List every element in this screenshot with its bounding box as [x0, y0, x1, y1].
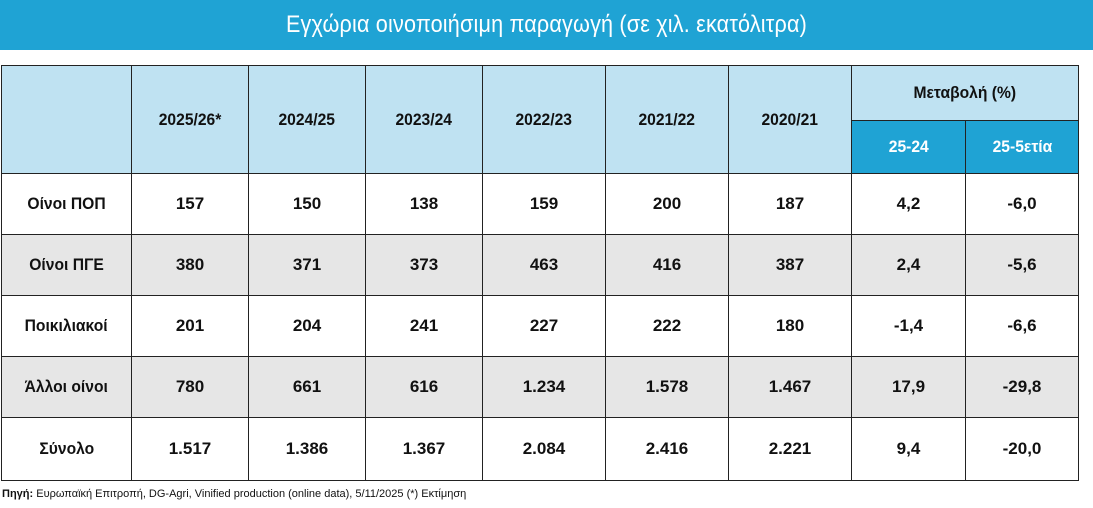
table-cell: 371: [248, 234, 366, 296]
row-label: Άλλοι οίνοι: [1, 356, 132, 418]
table-cell: 463: [482, 234, 606, 296]
table-cell: 157: [131, 173, 249, 235]
table-cell: 616: [365, 356, 483, 418]
change-cell: -29,8: [965, 356, 1079, 418]
table-cell: 416: [605, 234, 729, 296]
table-row: Οίνοι ΠΟΠ 157 150 138 159 200 187 4,2 -6…: [1, 173, 1079, 235]
table-cell: 200: [605, 173, 729, 235]
table-cell: 159: [482, 173, 606, 235]
table-cell: 1.517: [131, 417, 249, 481]
row-label: Οίνοι ΠΓΕ: [1, 234, 132, 296]
column-header: 2024/25: [248, 65, 366, 174]
change-cell: 2,4: [851, 234, 966, 296]
table-cell: 227: [482, 295, 606, 357]
table-row: Άλλοι οίνοι 780 661 616 1.234 1.578 1.46…: [1, 356, 1079, 418]
table-row: Ποικιλιακοί 201 204 241 227 222 180 -1,4…: [1, 295, 1079, 357]
table-cell: 201: [131, 295, 249, 357]
change-cell: 4,2: [851, 173, 966, 235]
change-cell: -6,0: [965, 173, 1079, 235]
column-header: 2021/22: [605, 65, 729, 174]
table-row: Σύνολο 1.517 1.386 1.367 2.084 2.416 2.2…: [1, 417, 1079, 481]
table-cell: 1.386: [248, 417, 366, 481]
table-cell: 241: [365, 295, 483, 357]
production-table: 2025/26* 2024/25 2023/24 2022/23 2021/22…: [1, 65, 1079, 481]
change-subheader: 25-24: [851, 120, 966, 174]
table-title: Εγχώρια οινοποιήσιμη παραγωγή (σε χιλ. ε…: [0, 0, 1093, 50]
table-cell: 1.234: [482, 356, 606, 418]
table-cell: 387: [728, 234, 852, 296]
table-title-text: Εγχώρια οινοποιήσιμη παραγωγή (σε χιλ. ε…: [285, 11, 808, 38]
table-cell: 204: [248, 295, 366, 357]
table-cell: 2.084: [482, 417, 606, 481]
change-cell: -5,6: [965, 234, 1079, 296]
source-note: Πηγή: Ευρωπαϊκή Επιτροπή, DG-Agri, Vinif…: [2, 488, 466, 500]
column-header: 2023/24: [365, 65, 483, 174]
change-header: Μεταβολή (%): [851, 65, 1079, 121]
table-cell: 222: [605, 295, 729, 357]
source-text: Ευρωπαϊκή Επιτροπή, DG-Agri, Vinified pr…: [33, 488, 467, 500]
change-cell: 17,9: [851, 356, 966, 418]
table-cell: 2.416: [605, 417, 729, 481]
table-cell: 138: [365, 173, 483, 235]
change-cell: 9,4: [851, 417, 966, 481]
source-label: Πηγή:: [2, 488, 34, 500]
table-cell: 180: [728, 295, 852, 357]
change-cell: -1,4: [851, 295, 966, 357]
row-label: Οίνοι ΠΟΠ: [1, 173, 132, 235]
table-cell: 661: [248, 356, 366, 418]
table-cell: 380: [131, 234, 249, 296]
table-row: Οίνοι ΠΓΕ 380 371 373 463 416 387 2,4 -5…: [1, 234, 1079, 296]
table-cell: 1.467: [728, 356, 852, 418]
column-header: 2022/23: [482, 65, 606, 174]
table-cell: 1.367: [365, 417, 483, 481]
table-cell: 150: [248, 173, 366, 235]
row-label: Σύνολο: [1, 417, 132, 481]
change-cell: -20,0: [965, 417, 1079, 481]
column-header: 2025/26*: [131, 65, 249, 174]
table-cell: 2.221: [728, 417, 852, 481]
table-cell: 1.578: [605, 356, 729, 418]
table-cell: 780: [131, 356, 249, 418]
change-cell: -6,6: [965, 295, 1079, 357]
header-corner: [1, 65, 132, 174]
table-cell: 373: [365, 234, 483, 296]
column-header: 2020/21: [728, 65, 852, 174]
row-label: Ποικιλιακοί: [1, 295, 132, 357]
table-cell: 187: [728, 173, 852, 235]
change-subheader: 25-5ετία: [965, 120, 1079, 174]
